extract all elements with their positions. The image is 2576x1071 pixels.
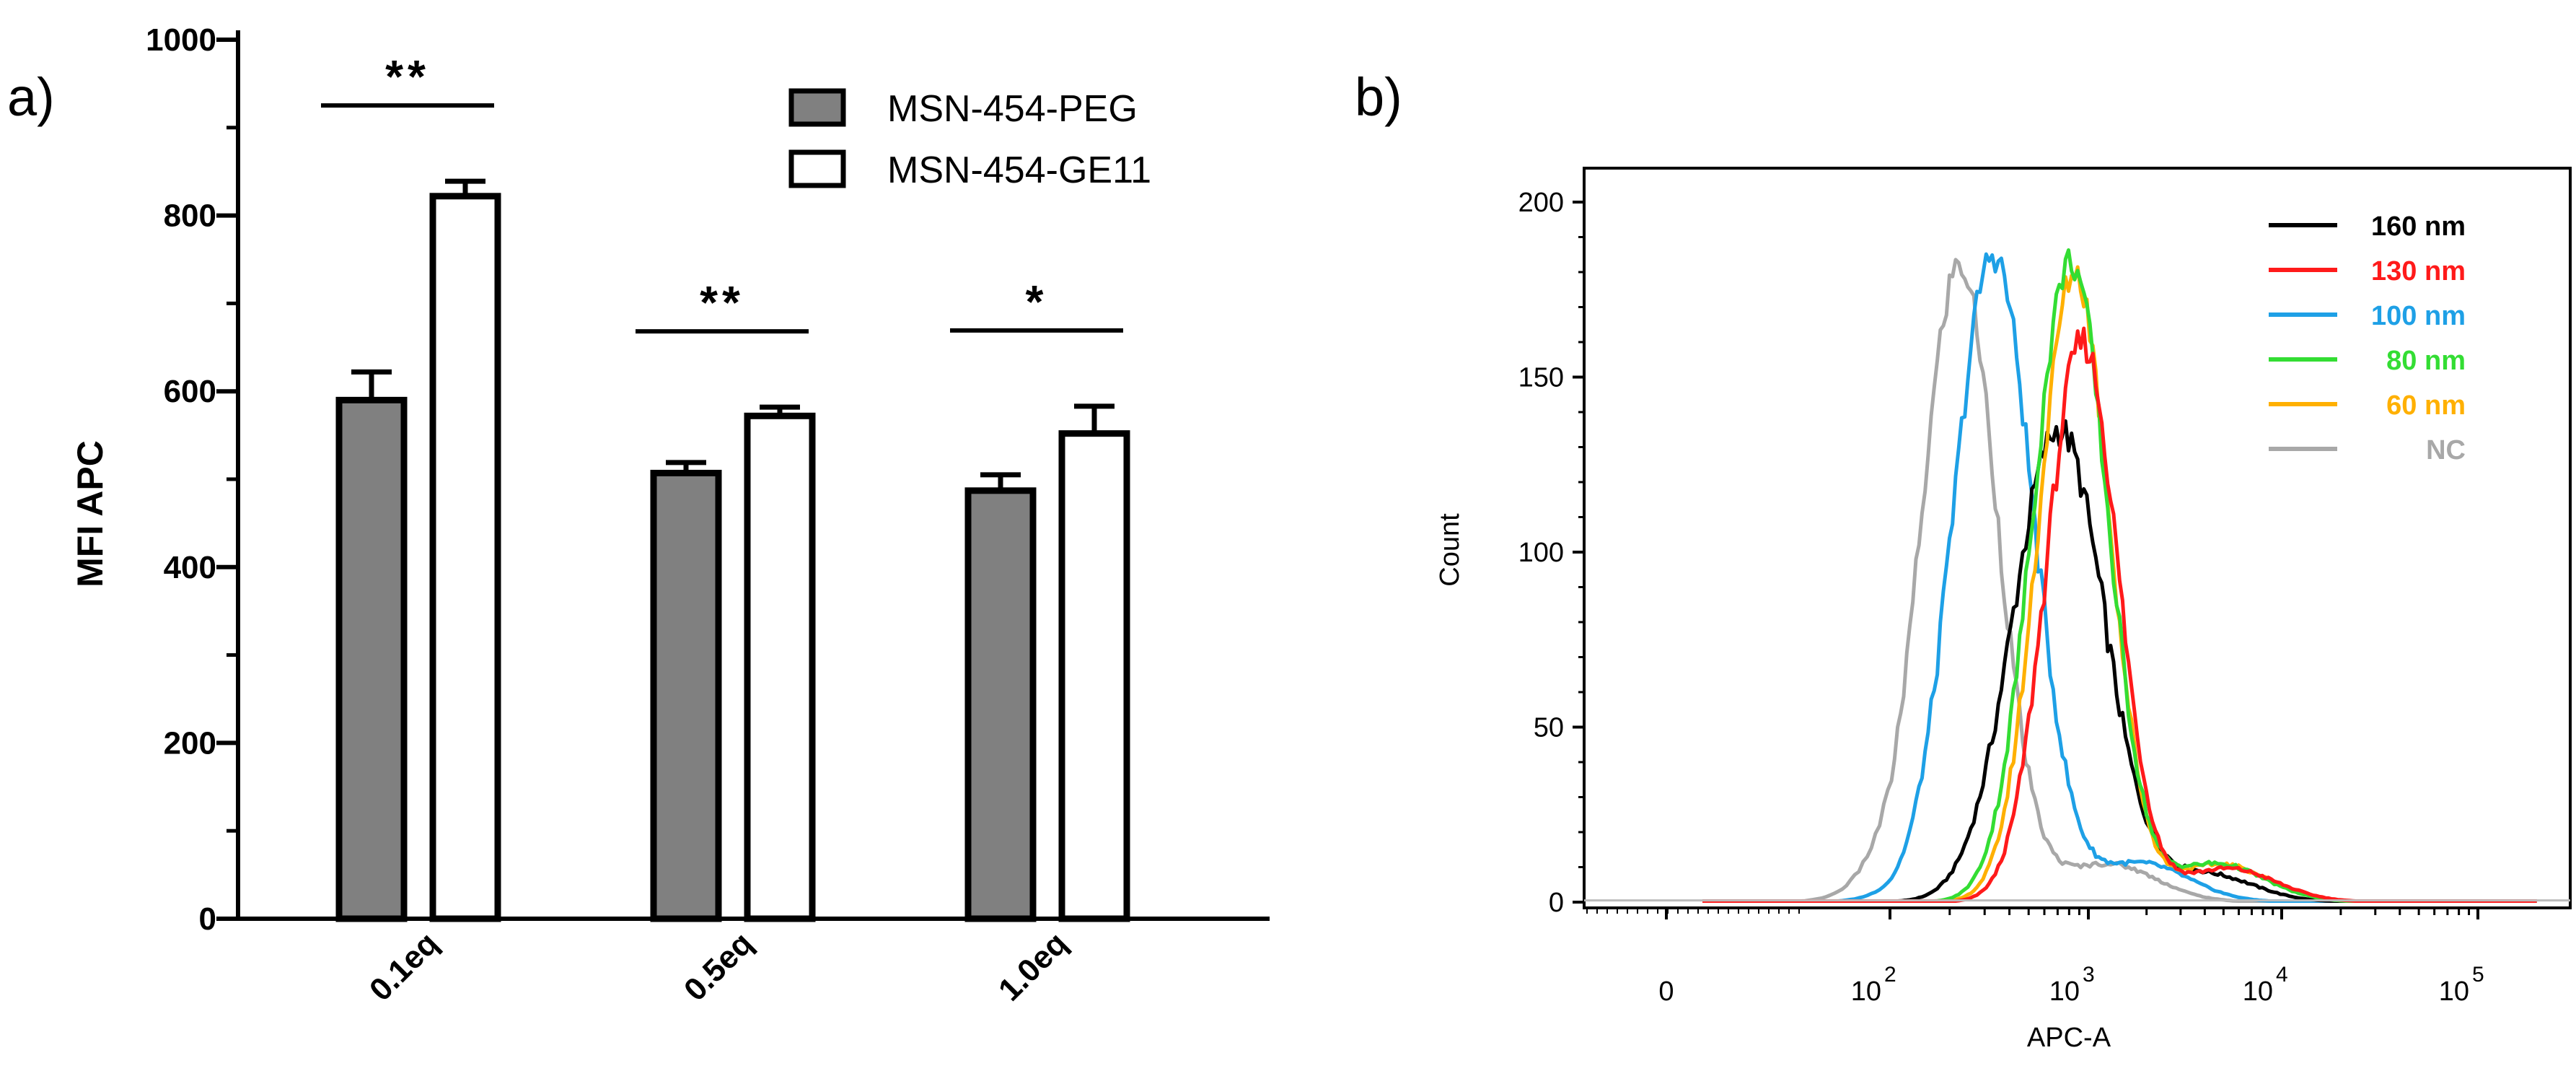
legend-label-peg: MSN-454-PEG	[887, 88, 1138, 130]
x-tick-exponent: 2	[1884, 963, 1896, 987]
panel-label-a: a)	[7, 67, 55, 127]
panel-label-b: b)	[1355, 67, 1402, 127]
y-tick-label: 600	[164, 374, 216, 409]
y-ticks: 0 200 400 600 800 1000	[146, 22, 238, 937]
legend-swatch-peg	[788, 88, 846, 127]
bars	[335, 178, 1130, 922]
legend-label: 100 nm	[2371, 301, 2466, 331]
legend-item-ge11: MSN-454-GE11	[788, 149, 1151, 191]
y-tick-label: 100	[1518, 538, 1564, 568]
significance-star: **	[700, 276, 744, 328]
bar-peg	[650, 469, 722, 922]
significance-star: *	[1026, 276, 1048, 328]
x-tick-base: 10	[2049, 976, 2080, 1007]
legend-label: 160 nm	[2371, 211, 2466, 242]
legend-label: NC	[2426, 435, 2466, 465]
y-axis-label: MFI APC	[70, 440, 110, 587]
legend-label: 60 nm	[2386, 390, 2466, 421]
category-label: 1.0eq	[992, 925, 1074, 1007]
x-tick-exponent: 4	[2276, 963, 2288, 987]
legend-label-ge11: MSN-454-GE11	[887, 149, 1151, 191]
significance-markers: **** *	[321, 51, 1123, 334]
histogram-curves	[1584, 248, 2570, 903]
y-tick-label: 400	[164, 550, 216, 585]
y-tick-label: 1000	[146, 22, 216, 58]
x-tick-base: 10	[1851, 976, 1881, 1007]
legend-swatch-ge11	[788, 149, 846, 188]
legend-item-peg: MSN-454-PEG	[788, 88, 1138, 130]
legend: MSN-454-PEG MSN-454-GE11	[788, 88, 1151, 191]
bar-peg	[335, 396, 408, 922]
significance-star: **	[385, 51, 430, 102]
y-axis-label-b: Count	[1435, 513, 1465, 587]
bar-ge11	[1058, 430, 1130, 922]
x-tick-exponent: 3	[2083, 963, 2095, 987]
y-tick-label: 50	[1534, 713, 1564, 743]
x-tick-base: 10	[2243, 976, 2273, 1007]
y-ticks-b: 0 50 100 150 200	[1518, 188, 1584, 918]
y-tick-label: 200	[164, 725, 216, 761]
histogram-curve	[1702, 419, 2537, 903]
legend-label: 80 nm	[2386, 346, 2466, 376]
bar-peg	[964, 487, 1037, 922]
bar-chart-panel: a) MFI APC 0 200 400 600 800 1000 0.1eq 0.5eq 1…	[7, 22, 1270, 1008]
category-label: 0.5eq	[677, 925, 760, 1007]
legend-label: 130 nm	[2371, 256, 2466, 287]
y-tick-label: 0	[199, 901, 216, 937]
y-tick-label: 800	[164, 198, 216, 234]
x-axis-label-b: APC-A	[2027, 1023, 2111, 1053]
plot-frame	[1583, 167, 2572, 909]
x-tick-exponent: 5	[2472, 963, 2484, 987]
y-tick-label: 200	[1518, 188, 1564, 218]
category-labels: 0.1eq 0.5eq 1.0eq	[363, 925, 1074, 1007]
y-tick-label: 0	[1549, 888, 1564, 918]
bar-ge11	[744, 412, 816, 922]
bar-ge11	[429, 193, 501, 922]
x-tick-label: 0	[1658, 976, 1674, 1007]
legend-b: 160 nm 130 nm 100 nm 80 nm 60 nm NC	[2269, 211, 2466, 465]
y-tick-label: 150	[1518, 363, 1564, 393]
x-tick-base: 10	[2439, 976, 2469, 1007]
category-label: 0.1eq	[363, 925, 445, 1007]
